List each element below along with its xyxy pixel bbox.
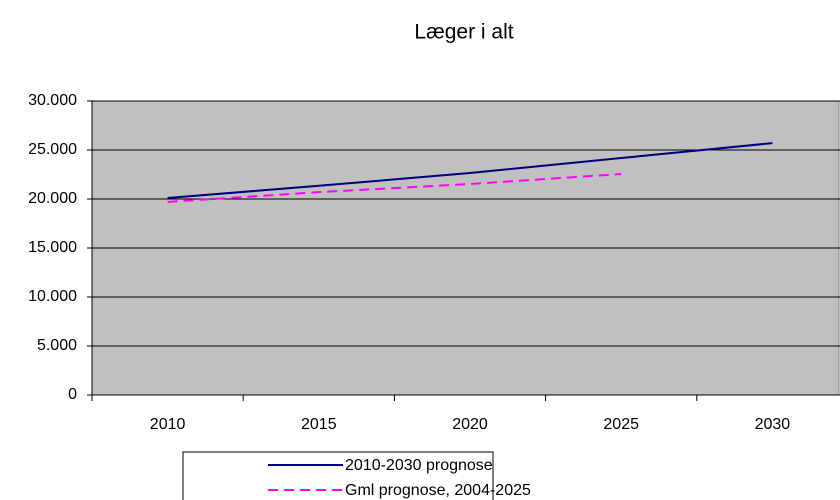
y-tick-label: 15.000 [28, 239, 77, 256]
series-line [167, 173, 622, 203]
x-tick-label: 2010 [150, 416, 186, 433]
y-tick-label: 10.000 [28, 288, 77, 305]
x-tick-label: 2020 [452, 416, 488, 433]
y-tick-label: 25.000 [28, 141, 77, 158]
x-tick-label: 2015 [301, 416, 337, 433]
legend-label: Gml prognose, 2004-2025 [345, 482, 531, 499]
y-tick-label: 0 [68, 386, 77, 403]
y-tick-label: 5.000 [37, 337, 77, 354]
legend-label: 2010-2030 prognose [345, 457, 493, 474]
x-tick-label: 2030 [755, 416, 791, 433]
chart-title: Læger i alt [414, 21, 513, 44]
y-tick-label: 30.000 [28, 92, 77, 109]
y-tick-label: 20.000 [28, 190, 77, 207]
legend-box [182, 451, 494, 500]
x-tick-label: 2025 [603, 416, 639, 433]
series-line [167, 142, 773, 200]
